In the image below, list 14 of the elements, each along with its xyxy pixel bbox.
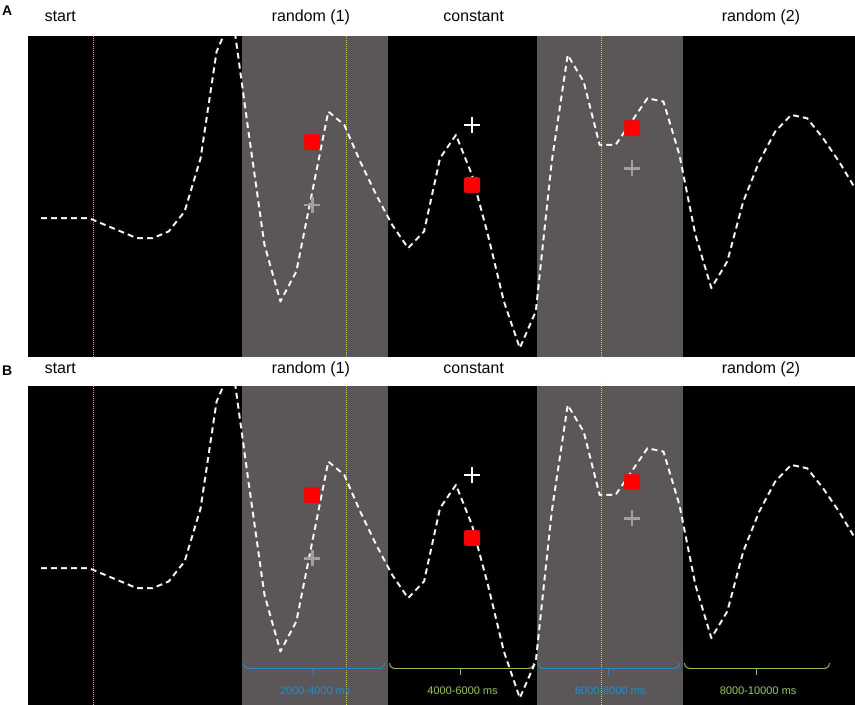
annotation: random (1) bbox=[270, 360, 351, 378]
annotation: 8000-10000 ms bbox=[718, 685, 798, 697]
annotation: constant bbox=[442, 360, 505, 378]
annotation: random (2) bbox=[720, 8, 801, 26]
annotation: start bbox=[44, 8, 76, 25]
annotation: random (1) bbox=[270, 8, 351, 26]
annotation: random (2) bbox=[720, 360, 801, 378]
chart-title: B bbox=[2, 362, 12, 378]
annotation: 6000-8000 ms bbox=[574, 685, 646, 697]
annotation: start bbox=[44, 360, 76, 377]
annotation: 4000-6000 ms bbox=[426, 685, 499, 697]
annotation: constant bbox=[442, 8, 505, 26]
chart-title: A bbox=[2, 2, 12, 18]
annotation: 2000-4000 ms bbox=[278, 685, 352, 697]
